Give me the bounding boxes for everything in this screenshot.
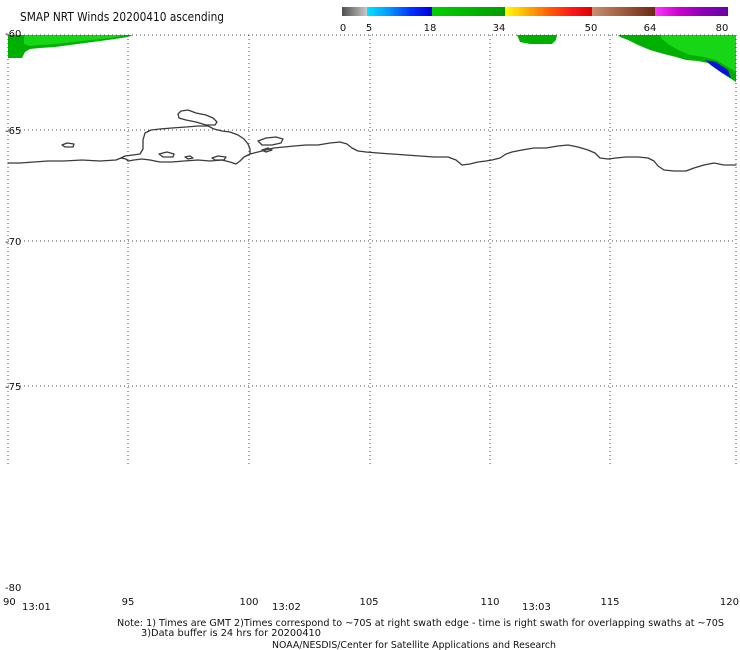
colorbar-tick-label: 50 [585,23,598,34]
time-label: 13:02 [272,602,301,613]
colorbar-segment-blue [367,7,432,16]
colorbar-segment-green [432,7,505,16]
time-label: 13:03 [522,602,551,613]
time-labels: 13:01 13:02 13:03 [22,602,551,613]
island [261,147,273,153]
credit-line: NOAA/NESDIS/Center for Satellite Applica… [272,640,556,650]
lat-label: -70 [5,237,21,248]
colorbar-tick-label: 80 [716,23,729,34]
footnotes: Note: 1) Times are GMT 2)Times correspon… [117,618,724,650]
wind-speed-colorbar [342,7,728,16]
ice-shelf-outline [120,125,251,159]
colorbar-segment-purple [655,7,728,16]
lon-label: 100 [239,597,258,608]
lon-label: 95 [122,597,135,608]
colorbar-ticks: 0 5 18 34 50 64 80 [340,23,729,34]
island [211,155,227,161]
island [177,109,218,126]
coastline [7,109,737,172]
longitude-labels: 90 95 100 105 110 115 120 [3,597,739,608]
lon-label: 110 [480,597,499,608]
island [257,136,284,146]
lat-label: -60 [5,29,21,40]
wind-swath-east-high-speed [705,60,731,78]
lon-label: 120 [720,597,739,608]
wind-swath-east-core [660,35,736,72]
lon-label: 90 [3,597,16,608]
colorbar-segment-brown [592,7,655,16]
graticule [7,34,737,465]
island [184,155,194,160]
island [61,142,75,148]
coastline-main [7,141,737,172]
wind-swath-center [517,35,557,44]
lat-label: -65 [5,126,21,137]
note-line: 3)Data buffer is 24 hrs for 20200410 [141,628,321,639]
island [158,151,175,158]
colorbar-segment-yellow-red [505,7,592,16]
lon-label: 105 [359,597,378,608]
colorbar-tick-label: 18 [424,23,437,34]
lon-label: 115 [600,597,619,608]
time-label: 13:01 [22,602,51,613]
colorbar-segment-gray [342,7,367,16]
wind-swaths [8,35,736,82]
latitude-labels: -60 -65 -70 -75 -80 [5,29,21,594]
figure-title: SMAP NRT Winds 20200410 ascending [20,10,224,24]
note-line: Note: 1) Times are GMT 2)Times correspon… [117,618,724,629]
colorbar-tick-label: 64 [644,23,657,34]
colorbar-tick-label: 0 [340,23,346,34]
lat-label: -75 [5,382,21,393]
colorbar-tick-label: 5 [366,23,372,34]
lat-label: -80 [5,583,21,594]
colorbar-tick-label: 34 [493,23,506,34]
wind-swath-west-core [24,35,126,46]
